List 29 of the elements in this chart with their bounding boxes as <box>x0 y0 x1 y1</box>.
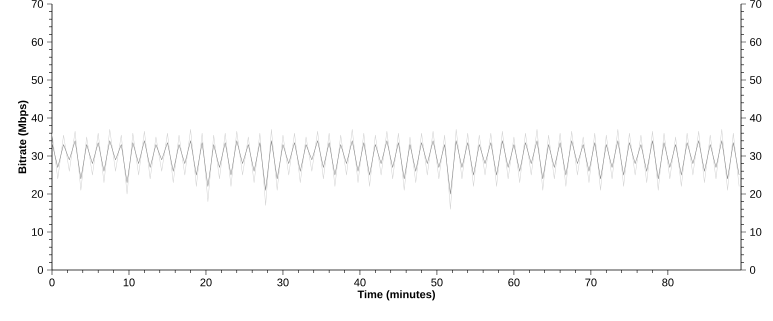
y-tick-label: 40 <box>31 114 44 122</box>
y-tick-label: 0 <box>38 266 44 274</box>
x-tick-label: 30 <box>277 278 289 286</box>
x-tick-label: 0 <box>49 278 55 286</box>
y-tick-label: 10 <box>32 228 44 236</box>
x-tick-label: 50 <box>431 278 443 286</box>
y2-tick-label: 20 <box>750 190 762 198</box>
x-tick-label: 70 <box>585 278 597 286</box>
y2-tick-label: 40 <box>750 114 762 122</box>
y2-tick-label: 50 <box>750 76 762 84</box>
y-tick-label: 30 <box>32 152 44 160</box>
y2-tick-label: 60 <box>750 38 762 46</box>
x-tick-label: 10 <box>124 278 135 286</box>
y-axis-title: Bitrate (Mbps) <box>18 100 28 174</box>
y2-tick-label: 10 <box>750 228 762 236</box>
y-tick-label: 70 <box>32 0 44 8</box>
y2-tick-label: 30 <box>750 152 762 160</box>
x-tick-label: 80 <box>662 278 674 286</box>
y-tick-label: 50 <box>32 76 44 84</box>
y-tick-label: 60 <box>32 38 44 46</box>
y-tick-label: 20 <box>32 190 44 198</box>
y2-tick-label: 0 <box>750 266 756 274</box>
x-axis-title: Time (minutes) <box>358 290 435 300</box>
x-tick-label: 20 <box>200 278 212 286</box>
x-tick-label: 60 <box>508 278 520 286</box>
x-tick-label: 40 <box>354 278 366 286</box>
y2-tick-label: 70 <box>750 0 762 8</box>
line-series <box>52 129 740 210</box>
line-series <box>52 140 740 194</box>
